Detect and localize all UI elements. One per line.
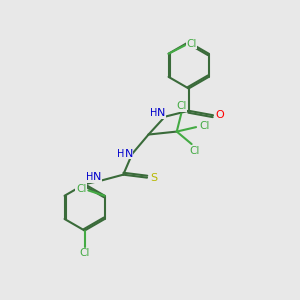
Text: S: S bbox=[150, 172, 157, 183]
Text: H: H bbox=[86, 172, 93, 182]
Text: Cl: Cl bbox=[80, 248, 90, 258]
Text: N: N bbox=[157, 108, 166, 118]
Text: N: N bbox=[124, 149, 133, 159]
Text: H: H bbox=[117, 149, 124, 159]
Text: Cl: Cl bbox=[199, 121, 209, 130]
Text: Cl: Cl bbox=[186, 39, 197, 49]
Text: Cl: Cl bbox=[76, 184, 86, 194]
Text: Cl: Cl bbox=[189, 146, 200, 156]
Text: O: O bbox=[215, 110, 224, 120]
Text: H: H bbox=[150, 108, 157, 118]
Text: N: N bbox=[93, 172, 102, 182]
Text: Cl: Cl bbox=[176, 101, 186, 111]
